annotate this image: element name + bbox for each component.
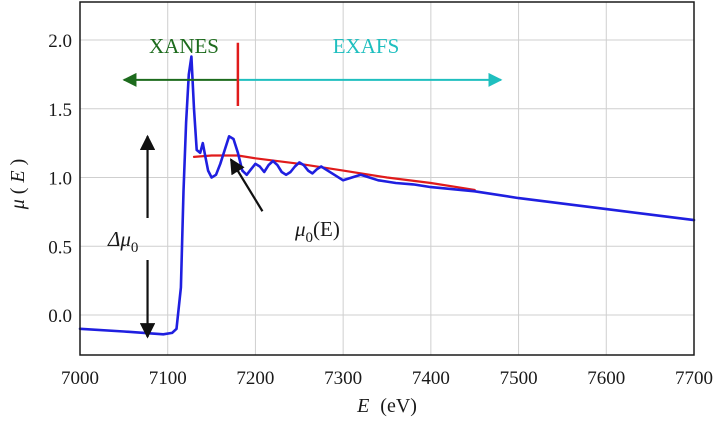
x-tick-label: 7600 <box>587 368 625 389</box>
x-tick-label: 7400 <box>412 368 450 389</box>
x-tick-label: 7100 <box>149 368 187 389</box>
xanes-label: XANES <box>149 34 219 58</box>
x-tick-label: 7200 <box>236 368 274 389</box>
y-tick-label: 0.0 <box>48 306 72 327</box>
plot-frame <box>79 1 695 356</box>
x-tick-label: 7700 <box>675 368 713 389</box>
y-axis-label: μ ( E ) <box>7 159 29 211</box>
y-tick-label: 1.5 <box>48 100 72 121</box>
exafs-label: EXAFS <box>333 34 400 58</box>
mu0-sub: 0 <box>306 230 314 246</box>
x-tick-label: 7500 <box>500 368 538 389</box>
mu0-background-curve <box>192 154 476 191</box>
mu0-main: μ <box>294 217 306 241</box>
delta-mu0-main: Δμ <box>107 227 131 251</box>
series-layer <box>78 55 696 336</box>
y-axis-close: ) <box>7 159 29 166</box>
delta-mu0-sub: 0 <box>131 240 139 256</box>
delta-mu0-label: Δμ0 <box>107 227 138 256</box>
x-axis-unit: (eV) <box>380 395 417 417</box>
y-axis-var: μ <box>7 199 29 210</box>
x-tick-labels: 7000 7100 7200 7300 7400 7500 7600 7700 <box>61 368 713 389</box>
y-tick-label: 2.0 <box>48 31 72 52</box>
mu-e-curve <box>78 55 696 336</box>
mu0-label: μ0(E) <box>294 217 340 246</box>
y-tick-label: 0.5 <box>48 237 72 258</box>
y-tick-labels: 0.0 0.5 1.0 1.5 2.0 <box>48 31 72 327</box>
x-axis-label: E (eV) <box>356 395 417 417</box>
annotation-layer <box>122 42 503 339</box>
y-tick-label: 1.0 <box>48 169 72 190</box>
y-axis-open: ( <box>7 187 29 194</box>
x-tick-label: 7300 <box>324 368 362 389</box>
x-tick-label: 7000 <box>61 368 99 389</box>
mu0-tail: (E) <box>313 217 340 241</box>
mu0-arrow <box>229 158 264 212</box>
x-axis-var: E <box>356 395 369 417</box>
y-axis-arg: E <box>7 170 29 183</box>
